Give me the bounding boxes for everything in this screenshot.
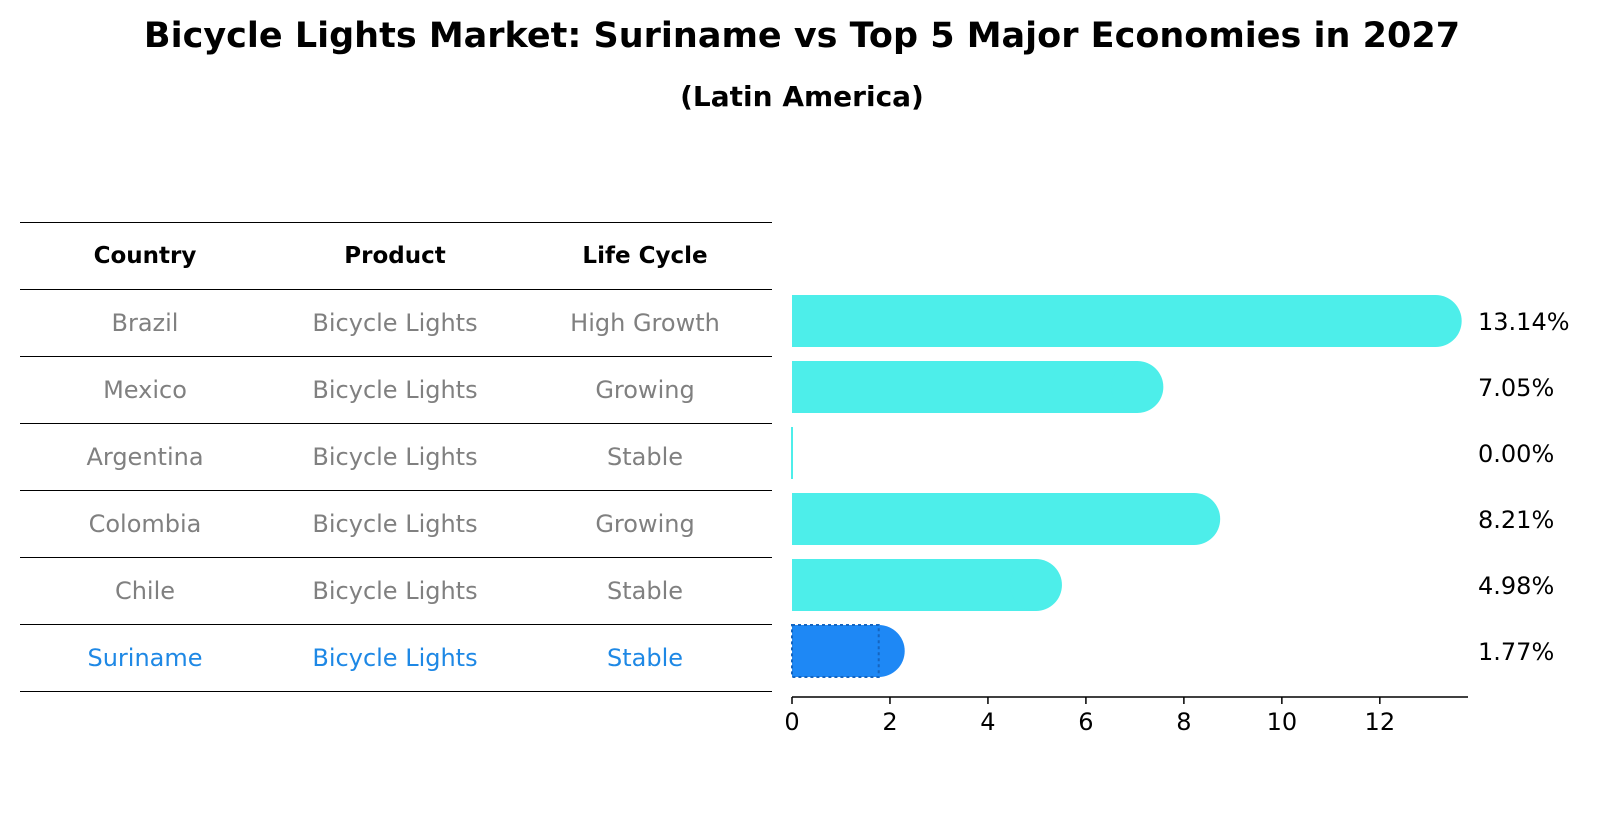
bar-cap [1009,559,1062,611]
x-tick-label: 2 [882,708,897,736]
x-tick-label: 8 [1176,708,1191,736]
bar [792,295,1436,347]
life-cycle-cell: Growing [595,376,695,404]
table-row: Brazil Bicycle Lights High Growth [20,289,772,356]
data-label: 7.05% [1478,374,1554,402]
data-label: 8.21% [1478,506,1554,534]
product-cell: Bicycle Lights [312,376,478,404]
bar-cap [1168,493,1221,545]
bar-cap [852,625,905,677]
product-cell: Bicycle Lights [312,443,478,471]
column-header-life-cycle: Life Cycle [582,243,708,269]
column-header-country: Country [93,243,197,269]
bar [792,361,1138,413]
x-tick-label: 4 [980,708,995,736]
country-cell: Chile [114,577,176,605]
country-cell: Mexico [103,376,187,404]
data-table: Country Product Life Cycle Brazil Bicycl… [20,222,772,692]
table-row-highlighted: Suriname Bicycle Lights Stable [20,624,772,692]
x-tick-label: 12 [1365,708,1396,736]
country-cell: Suriname [87,644,203,672]
bar-cap [1409,295,1462,347]
bar [792,559,1036,611]
column-header-product: Product [344,243,446,269]
product-cell: Bicycle Lights [312,510,478,538]
product-cell: Bicycle Lights [312,577,478,605]
life-cycle-cell: Stable [606,644,684,672]
life-cycle-cell: High Growth [570,309,720,337]
life-cycle-cell: Stable [606,443,684,471]
country-cell: Argentina [86,443,204,471]
data-label: 4.98% [1478,572,1554,600]
x-tick-label: 6 [1078,708,1093,736]
bar-highlight-outline [791,624,880,678]
x-tick-label: 0 [784,708,799,736]
table-row: Chile Bicycle Lights Stable [20,557,772,624]
life-cycle-cell: Growing [595,510,695,538]
product-cell: Bicycle Lights [312,309,478,337]
country-cell: Brazil [111,309,179,337]
table-row: Mexico Bicycle Lights Growing [20,356,772,423]
product-cell: Bicycle Lights [312,644,478,672]
x-tick-label: 10 [1267,708,1298,736]
table-header-row: Country Product Life Cycle [20,222,772,289]
chart-subtitle: (Latin America) [680,80,924,113]
bar [792,493,1195,545]
bar-cap [1111,361,1164,413]
data-label: 0.00% [1478,440,1554,468]
data-label: 1.77% [1478,638,1554,666]
data-label: 13.14% [1478,308,1570,336]
table-row: Argentina Bicycle Lights Stable [20,423,772,490]
life-cycle-cell: Stable [606,577,684,605]
table-row: Colombia Bicycle Lights Growing [20,490,772,557]
chart-title: Bicycle Lights Market: Suriname vs Top 5… [143,16,1461,56]
country-cell: Colombia [88,510,202,538]
